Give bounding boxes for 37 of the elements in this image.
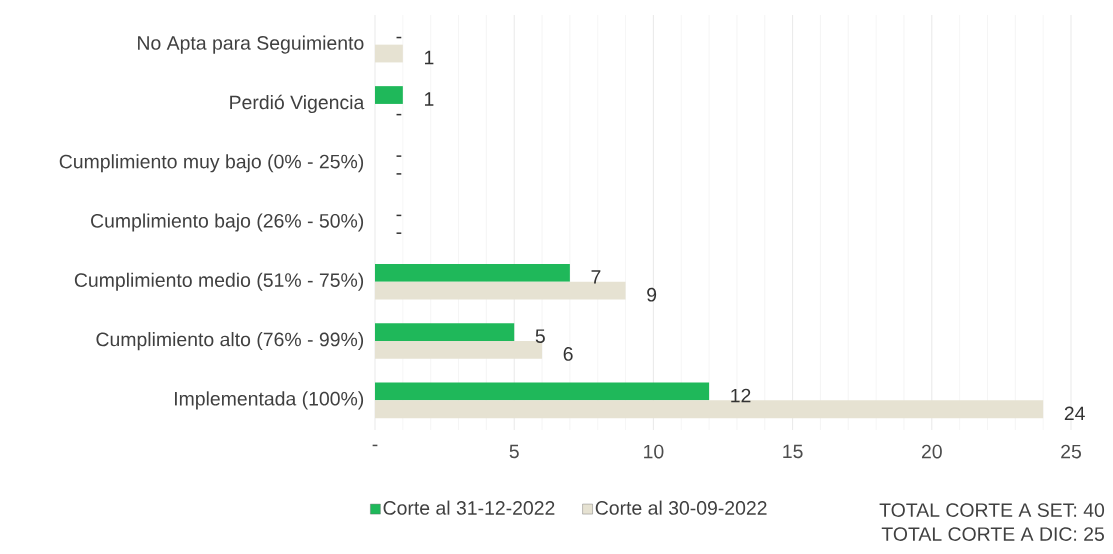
y-tick-label: Perdió Vigencia xyxy=(230,94,365,114)
data-label: 24 xyxy=(1064,406,1085,421)
bar xyxy=(375,44,403,63)
y-tick-label: No Apta para Seguimiento xyxy=(138,35,364,54)
text: TOTAL CORTE A DIC: 25 xyxy=(881,527,1104,541)
bar xyxy=(375,341,543,359)
data-label: - xyxy=(396,173,402,175)
y-tick-label: Cumplimiento bajo (26% - 50%) xyxy=(91,213,364,232)
x-tick-label: 10 xyxy=(644,444,664,459)
data-label: - xyxy=(396,232,402,234)
y-tick-label: Cumplimiento alto (76% - 99%) xyxy=(96,332,364,351)
x-tick-label: 5 xyxy=(509,444,519,459)
data-label: 9 xyxy=(647,287,657,302)
data-label: 1 xyxy=(425,92,434,106)
data-label: - xyxy=(396,155,402,157)
x-tick-label: 25 xyxy=(1061,444,1081,459)
data-label: - xyxy=(396,214,402,217)
x-tick-label: 20 xyxy=(921,444,942,459)
data-label: - xyxy=(396,36,402,39)
data-label: - xyxy=(396,113,402,116)
bar xyxy=(375,382,710,401)
data-label: 7 xyxy=(591,270,601,284)
legend-label: Corte al 31-12-2022 xyxy=(383,500,555,515)
data-label: 12 xyxy=(731,388,751,403)
text: TOTAL CORTE A SET: 40 xyxy=(879,503,1105,517)
legend-label: Corte al 30-09-2022 xyxy=(595,500,767,515)
data-label: 5 xyxy=(535,329,545,343)
y-tick-label: Cumplimiento medio (51% - 75%) xyxy=(74,272,364,291)
data-label: 6 xyxy=(563,347,573,361)
y-tick-label: Implementada (100%) xyxy=(174,391,364,410)
bar xyxy=(375,86,403,104)
x-tick-label: 15 xyxy=(783,444,803,459)
bar xyxy=(375,323,515,342)
x-tick-label: - xyxy=(372,444,378,447)
bar xyxy=(375,264,570,282)
data-label: 1 xyxy=(425,50,434,65)
y-tick-label: Cumplimiento muy bajo (0% - 25%) xyxy=(59,154,364,173)
